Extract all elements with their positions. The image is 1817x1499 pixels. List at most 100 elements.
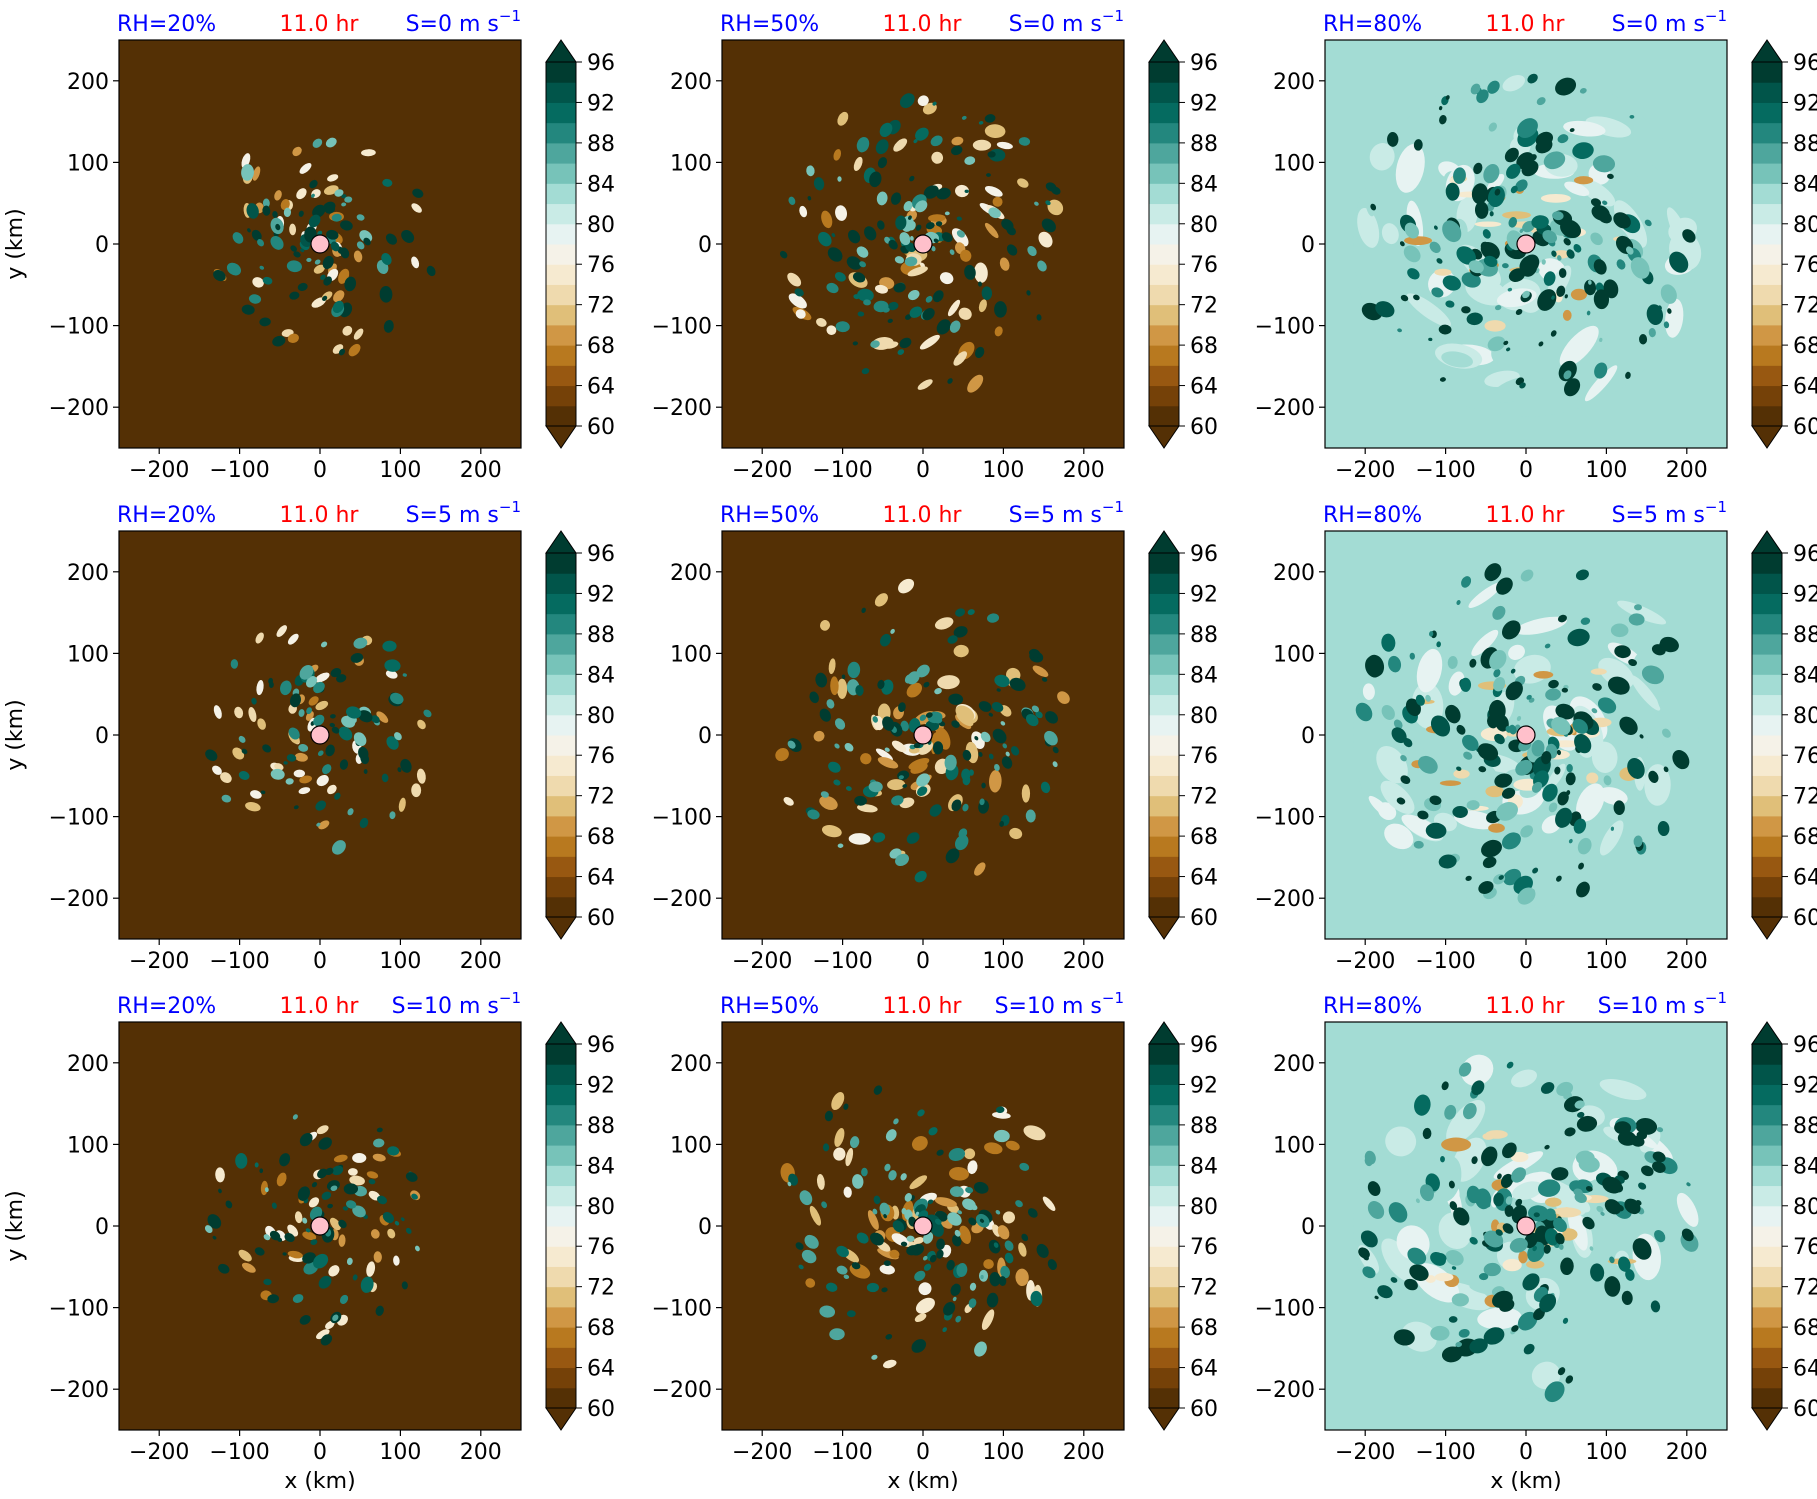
- colorbar-segment: [1752, 613, 1782, 635]
- field-cell: [1374, 1295, 1379, 1300]
- field-patch: [1579, 179, 1616, 207]
- field-cell: [1529, 154, 1537, 162]
- field-patch: [276, 625, 287, 637]
- field-patch: [874, 284, 888, 294]
- field-patch: [951, 136, 964, 146]
- field-cell: [986, 613, 1000, 623]
- colorbar-segment: [546, 223, 576, 245]
- field-cell: [922, 1255, 928, 1261]
- field-cell: [885, 1334, 893, 1340]
- field-cell: [1482, 229, 1491, 239]
- colorbar-tick-label: 68: [1190, 1316, 1218, 1341]
- colorbar-segment: [1752, 244, 1782, 265]
- field-cell: [1672, 750, 1690, 770]
- panel-title-shear: S=5 m s−1: [406, 498, 521, 528]
- colorbar-segment: [546, 284, 576, 306]
- field-patch: [1005, 1140, 1020, 1151]
- colorbar-segment: [546, 1327, 576, 1348]
- field-patch: [984, 1142, 1003, 1155]
- field-cell: [1682, 229, 1696, 243]
- field-cell: [916, 664, 930, 678]
- field-cell: [1550, 330, 1557, 337]
- colorbar-extend-max: [545, 530, 577, 554]
- colorbar-segment: [1149, 203, 1179, 225]
- field-patch: [417, 719, 426, 730]
- colorbar-segment: [1752, 203, 1782, 225]
- field-cell: [1541, 259, 1546, 265]
- field-patch: [819, 620, 831, 631]
- field-cell: [1582, 1216, 1595, 1230]
- field-patch: [316, 1329, 330, 1340]
- field-cell: [1027, 1208, 1038, 1218]
- field-patch: [255, 632, 264, 644]
- field-cell: [945, 848, 960, 864]
- field-cell: [941, 232, 953, 243]
- colorbar-segment: [546, 633, 576, 655]
- colorbar-segment: [1149, 553, 1179, 574]
- field-cell: [1636, 1131, 1648, 1140]
- colorbar-segment: [1752, 163, 1782, 184]
- field-cell: [1492, 605, 1506, 620]
- field-cell: [385, 233, 398, 245]
- field-cell: [807, 196, 812, 201]
- field-cell: [264, 1187, 269, 1193]
- field-cell: [1573, 818, 1587, 834]
- field-patch: [1544, 1197, 1562, 1207]
- y-tick-label: 200: [670, 1052, 712, 1077]
- field-cell: [1494, 733, 1505, 745]
- colorbar-segment: [1149, 324, 1179, 346]
- colorbar-segment: [1149, 365, 1179, 387]
- y-tick-label: 0: [95, 724, 109, 749]
- field-cell: [344, 196, 353, 203]
- x-tick-label: 0: [1519, 1440, 1533, 1465]
- field-patch: [298, 787, 311, 795]
- field-cell: [984, 114, 996, 123]
- colorbar-frame: [1148, 552, 1180, 918]
- field-cell: [1613, 212, 1631, 229]
- field-cell: [936, 187, 951, 200]
- x-tick-label: 200: [1063, 949, 1105, 974]
- field-cell: [1527, 73, 1538, 84]
- field-cell: [936, 1149, 944, 1156]
- field-patch: [1676, 1192, 1699, 1227]
- field-cell: [1590, 1263, 1605, 1282]
- field-cell: [1646, 304, 1664, 325]
- field-cell: [1456, 600, 1461, 606]
- field-cell: [1628, 659, 1637, 667]
- field-cell: [928, 1127, 938, 1136]
- y-axis-label: y (km): [3, 208, 28, 279]
- colorbar-tick-label: 76: [587, 253, 615, 278]
- field-cell: [1439, 377, 1446, 382]
- field-cell: [1429, 241, 1441, 254]
- colorbar-extend-min: [1148, 1407, 1180, 1431]
- colorbar-segment: [546, 815, 576, 837]
- field-cell: [915, 1211, 920, 1217]
- field-cell: [330, 241, 340, 252]
- field-cell: [275, 223, 281, 231]
- field-patch: [917, 379, 933, 390]
- field-cell: [1659, 636, 1679, 653]
- field-cell: [978, 701, 992, 712]
- field-cell: [978, 121, 984, 125]
- field-cell: [314, 259, 321, 265]
- field-patch: [287, 633, 299, 645]
- field-cell: [1560, 219, 1582, 239]
- colorbar-frame: [1148, 1043, 1180, 1409]
- field-cell: [863, 299, 871, 306]
- colorbar-segment: [1149, 1124, 1179, 1146]
- field-cell: [331, 213, 342, 222]
- colorbar-segment: [546, 795, 576, 817]
- field-cell: [1604, 1199, 1622, 1215]
- field-cell: [944, 211, 950, 216]
- x-axis-label: x (km): [887, 1469, 958, 1494]
- colorbar-tick-label: 92: [1190, 91, 1218, 116]
- field-cell: [892, 1220, 905, 1233]
- colorbar-segment: [1149, 1104, 1179, 1126]
- field-cell: [978, 751, 983, 757]
- colorbar-segment: [546, 856, 576, 878]
- field-patch: [353, 250, 363, 263]
- panel-title-shear: S=0 m s−1: [1009, 7, 1124, 37]
- field-cell: [979, 798, 985, 806]
- field-cell: [1574, 1100, 1585, 1109]
- field-cell: [360, 1276, 374, 1293]
